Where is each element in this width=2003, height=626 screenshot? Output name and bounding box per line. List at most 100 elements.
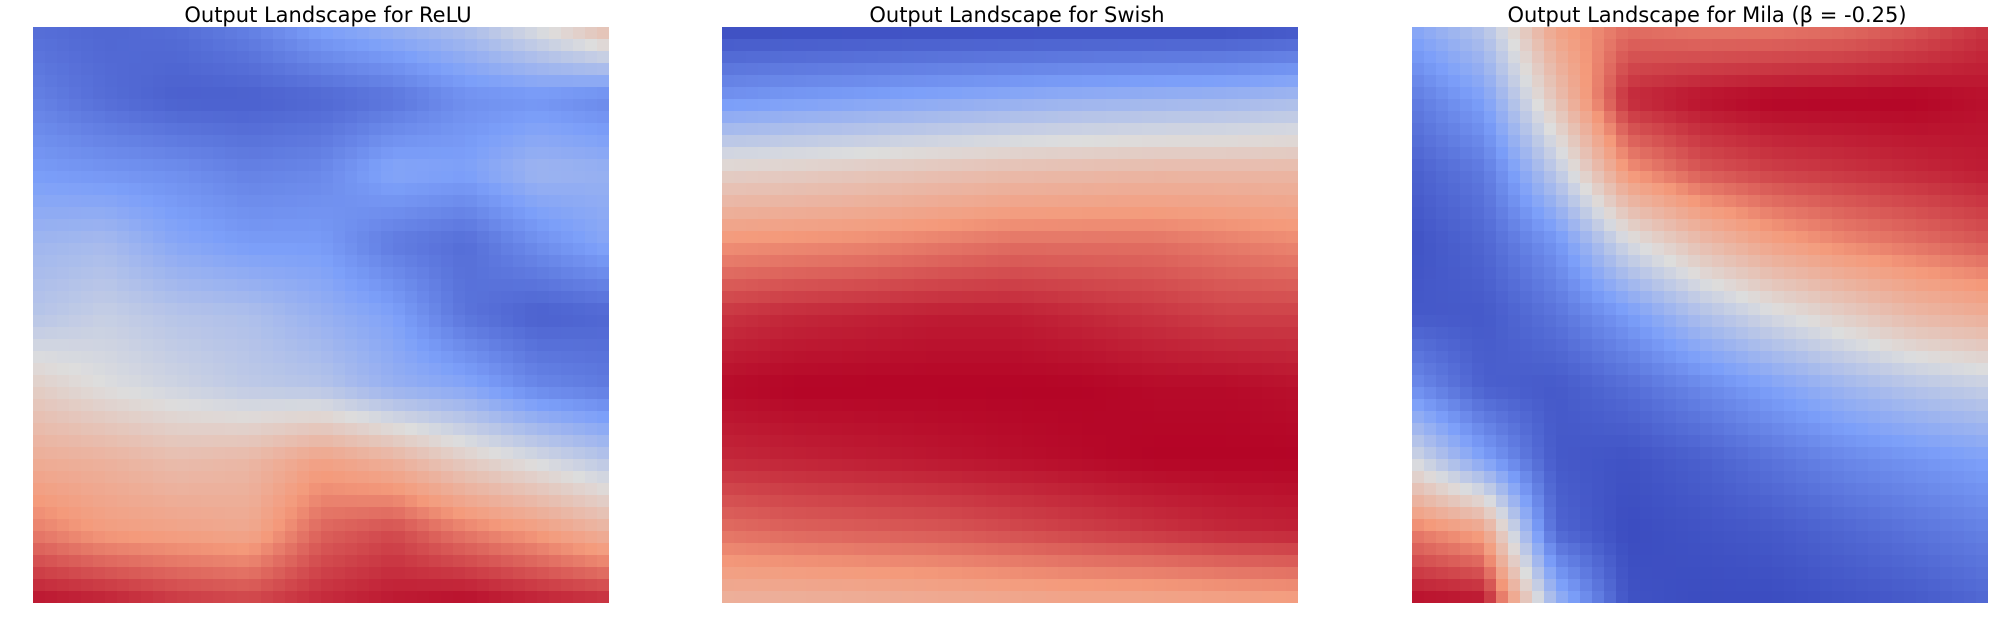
heatmap-cell <box>81 279 94 292</box>
heatmap-cell <box>57 483 70 496</box>
heatmap-cell <box>1652 63 1665 76</box>
heatmap-cell <box>1010 579 1023 592</box>
heatmap-cell <box>782 303 795 316</box>
heatmap-cell <box>357 507 370 520</box>
heatmap-cell <box>573 447 586 460</box>
heatmap-cell <box>1238 375 1251 388</box>
heatmap-cell <box>986 447 999 460</box>
heatmap-cell <box>1688 39 1701 52</box>
heatmap-cell <box>1094 423 1107 436</box>
heatmap-cell <box>1286 183 1298 196</box>
heatmap-cell <box>1130 507 1143 520</box>
heatmap-cell <box>1010 423 1023 436</box>
heatmap-cell <box>998 363 1011 376</box>
heatmap-cell <box>794 471 807 484</box>
heatmap-cell <box>1628 63 1641 76</box>
heatmap-cell <box>1484 27 1497 40</box>
heatmap-cell <box>69 51 82 64</box>
heatmap-cell <box>782 423 795 436</box>
heatmap-cell <box>914 219 927 232</box>
heatmap-cell <box>1544 27 1557 40</box>
heatmap-cell <box>345 435 358 448</box>
heatmap-cell <box>1094 123 1107 136</box>
heatmap-cell <box>806 303 819 316</box>
heatmap-cell <box>1274 591 1287 603</box>
heatmap-cell <box>1010 255 1023 268</box>
heatmap-cell <box>1508 87 1521 100</box>
heatmap-cell <box>974 315 987 328</box>
heatmap-cell <box>1082 135 1095 148</box>
heatmap-cell <box>117 555 130 568</box>
heatmap-cell <box>117 591 130 603</box>
heatmap-cell <box>1286 387 1298 400</box>
heatmap-cell <box>153 87 166 100</box>
heatmap-cell <box>273 339 286 352</box>
heatmap-cell <box>549 579 562 592</box>
heatmap-cell <box>866 75 879 88</box>
heatmap-cell <box>321 459 334 472</box>
heatmap-cell <box>345 207 358 220</box>
heatmap-cell <box>1856 87 1869 100</box>
heatmap-cell <box>746 543 759 556</box>
heatmap-cell <box>986 555 999 568</box>
heatmap-cell <box>129 315 142 328</box>
heatmap-cell <box>309 75 322 88</box>
heatmap-cell <box>806 447 819 460</box>
heatmap-cell <box>405 519 418 532</box>
heatmap-cell <box>177 411 190 424</box>
heatmap-cell <box>1142 171 1155 184</box>
heatmap-cell <box>998 39 1011 52</box>
heatmap-cell <box>1604 39 1617 52</box>
heatmap-cell <box>818 423 831 436</box>
heatmap-cell <box>477 411 490 424</box>
heatmap-cell <box>1484 87 1497 100</box>
heatmap-cell <box>417 423 430 436</box>
heatmap-cell <box>1496 39 1509 52</box>
heatmap-cell <box>962 495 975 508</box>
heatmap-cell <box>333 159 346 172</box>
heatmap-cell <box>573 135 586 148</box>
heatmap-cell <box>165 447 178 460</box>
heatmap-cell <box>333 423 346 436</box>
heatmap-cell <box>465 507 478 520</box>
heatmap-cell <box>201 183 214 196</box>
heatmap-cell <box>417 351 430 364</box>
heatmap-cell <box>81 459 94 472</box>
heatmap-cell <box>585 435 598 448</box>
heatmap-cell <box>1178 459 1191 472</box>
heatmap-cell <box>381 555 394 568</box>
heatmap-cell <box>165 543 178 556</box>
heatmap-cell <box>1274 447 1287 460</box>
heatmap-cell <box>1142 63 1155 76</box>
heatmap-cell <box>926 567 939 580</box>
heatmap-cell <box>249 123 262 136</box>
heatmap-cell <box>585 27 598 40</box>
heatmap-cell <box>962 279 975 292</box>
heatmap-cell <box>105 147 118 160</box>
heatmap-cell <box>381 339 394 352</box>
heatmap-cell <box>818 279 831 292</box>
heatmap-cell <box>201 375 214 388</box>
heatmap-cell <box>477 267 490 280</box>
heatmap-cell <box>1010 399 1023 412</box>
heatmap-cell <box>585 243 598 256</box>
heatmap-cell <box>1238 495 1251 508</box>
heatmap-cell <box>441 147 454 160</box>
heatmap-cell <box>1688 51 1701 64</box>
heatmap-cell <box>1106 327 1119 340</box>
heatmap-cell <box>830 135 843 148</box>
heatmap-cell <box>938 543 951 556</box>
heatmap-cell <box>1940 27 1953 40</box>
heatmap-cell <box>1046 351 1059 364</box>
heatmap-cell <box>33 375 46 388</box>
heatmap-cell <box>1010 63 1023 76</box>
heatmap-cell <box>1202 243 1215 256</box>
heatmap-cell <box>69 267 82 280</box>
heatmap-cell <box>501 39 514 52</box>
heatmap-cell <box>1784 87 1797 100</box>
heatmap-cell <box>1130 327 1143 340</box>
heatmap-cell <box>1628 27 1641 40</box>
heatmap-cell <box>165 27 178 40</box>
heatmap-cell <box>1094 255 1107 268</box>
heatmap-cell <box>1178 519 1191 532</box>
